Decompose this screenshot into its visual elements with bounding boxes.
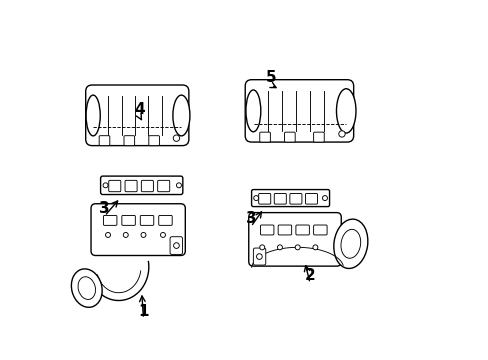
Ellipse shape	[340, 229, 360, 258]
FancyBboxPatch shape	[85, 85, 188, 145]
FancyBboxPatch shape	[313, 225, 326, 235]
Circle shape	[103, 183, 108, 188]
FancyBboxPatch shape	[260, 225, 273, 235]
FancyBboxPatch shape	[170, 237, 182, 255]
Circle shape	[322, 195, 327, 201]
Ellipse shape	[336, 89, 355, 133]
Ellipse shape	[173, 95, 189, 136]
FancyBboxPatch shape	[305, 193, 317, 204]
Circle shape	[105, 233, 110, 238]
FancyBboxPatch shape	[108, 180, 121, 192]
FancyBboxPatch shape	[124, 136, 134, 145]
Circle shape	[295, 245, 300, 250]
Circle shape	[173, 135, 179, 141]
Circle shape	[259, 245, 264, 250]
FancyBboxPatch shape	[122, 215, 135, 225]
Text: 3: 3	[99, 201, 110, 216]
Circle shape	[160, 233, 165, 238]
Circle shape	[141, 233, 145, 238]
FancyBboxPatch shape	[91, 204, 185, 256]
Circle shape	[123, 233, 128, 238]
Text: 3: 3	[245, 211, 256, 226]
Circle shape	[338, 131, 345, 137]
Circle shape	[312, 245, 317, 250]
FancyBboxPatch shape	[313, 132, 324, 142]
FancyBboxPatch shape	[274, 193, 286, 204]
Ellipse shape	[78, 277, 95, 300]
Circle shape	[256, 254, 262, 260]
Ellipse shape	[71, 269, 102, 307]
Text: 5: 5	[265, 70, 276, 85]
FancyBboxPatch shape	[141, 180, 153, 192]
FancyBboxPatch shape	[244, 80, 353, 142]
Ellipse shape	[86, 95, 100, 136]
FancyBboxPatch shape	[148, 136, 159, 145]
FancyBboxPatch shape	[101, 176, 183, 194]
FancyBboxPatch shape	[289, 193, 301, 204]
Ellipse shape	[245, 90, 260, 132]
Text: 4: 4	[134, 102, 145, 117]
FancyBboxPatch shape	[251, 190, 329, 207]
Circle shape	[173, 243, 179, 248]
FancyBboxPatch shape	[157, 180, 169, 192]
FancyBboxPatch shape	[295, 225, 309, 235]
Circle shape	[176, 183, 181, 188]
FancyBboxPatch shape	[125, 180, 137, 192]
FancyBboxPatch shape	[253, 248, 265, 265]
Circle shape	[253, 195, 258, 201]
Ellipse shape	[333, 219, 367, 269]
FancyBboxPatch shape	[284, 132, 295, 142]
FancyBboxPatch shape	[103, 215, 117, 225]
FancyBboxPatch shape	[278, 225, 291, 235]
Text: 1: 1	[138, 303, 148, 319]
FancyBboxPatch shape	[99, 136, 110, 145]
FancyBboxPatch shape	[248, 213, 341, 266]
FancyBboxPatch shape	[259, 132, 270, 142]
FancyBboxPatch shape	[258, 193, 270, 204]
FancyBboxPatch shape	[159, 215, 172, 225]
FancyBboxPatch shape	[140, 215, 153, 225]
Text: 2: 2	[304, 268, 315, 283]
Circle shape	[277, 245, 282, 250]
